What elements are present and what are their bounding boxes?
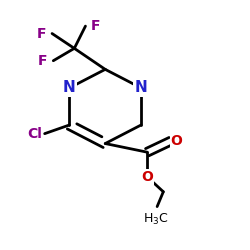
Text: F: F [38, 54, 47, 68]
Text: N: N [135, 80, 147, 96]
Text: F: F [36, 26, 46, 40]
Text: O: O [141, 170, 153, 184]
Text: F: F [91, 19, 101, 33]
Text: O: O [170, 134, 182, 148]
Text: H$_3$C: H$_3$C [143, 212, 169, 227]
Text: Cl: Cl [27, 127, 42, 141]
Text: N: N [63, 80, 76, 96]
